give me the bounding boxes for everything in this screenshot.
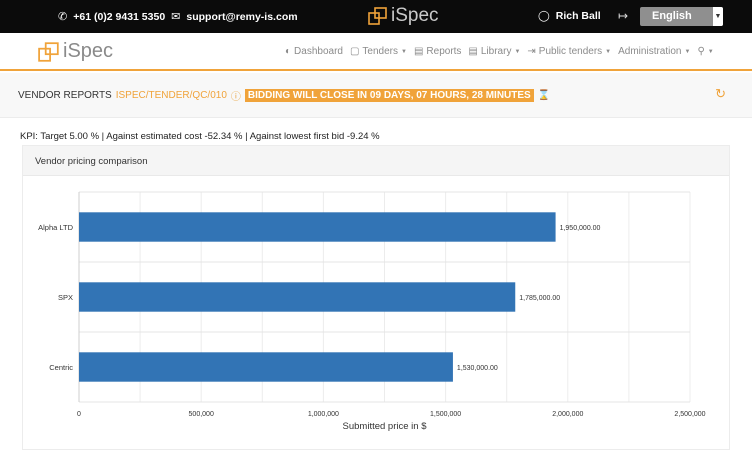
public-tenders-icon: ⇥ <box>527 46 536 57</box>
vendor-pricing-chart: Alpha LTD 1,950,000.00 SPX 1,785,000.00 Cent… <box>38 191 706 432</box>
phone-number[interactable]: +61 (0)2 9431 5350 <box>73 10 166 23</box>
email-icon: ✉ <box>171 11 181 23</box>
chevron-down-icon: ▼ <box>401 48 407 55</box>
nav-item-label: Dashboard <box>294 46 343 57</box>
nav-item-library[interactable]: ▤ Library ▼ <box>468 46 520 57</box>
logout-icon[interactable]: ↦ <box>618 9 629 23</box>
x-tick-label: 1,000,000 <box>308 411 339 418</box>
x-tick-label: 2,500,000 <box>674 411 705 418</box>
ispec-logo-icon <box>368 7 387 25</box>
bar[interactable] <box>79 282 516 312</box>
category-label: Centric <box>49 363 73 372</box>
nav-item-public-tenders[interactable]: ⇥ Public tenders ▼ <box>527 46 611 57</box>
chevron-down-icon: ▼ <box>605 48 612 55</box>
center-logo[interactable]: iSpec <box>368 5 439 27</box>
tenders-icon: ▢ <box>349 46 360 57</box>
reports-icon: ▤ <box>413 46 424 57</box>
panel-title: Vendor pricing comparison <box>23 146 729 176</box>
data-label: 1,530,000.00 <box>457 365 498 372</box>
bar[interactable] <box>79 352 453 382</box>
main-nav: iSpec ◐ Dashboard ▢ Tenders ▼ ▤ Reports … <box>0 33 752 71</box>
x-axis-title: Submitted price in $ <box>343 421 428 432</box>
data-label: 1,785,000.00 <box>519 295 560 302</box>
top-bar: ✆ +61 (0)2 9431 5350 ✉ support@remy-is.c… <box>0 0 752 33</box>
nav-item-help[interactable]: ⚲ ▼ <box>697 46 713 57</box>
nav-item-label: Reports <box>426 46 462 57</box>
page-header: VENDOR REPORTS ISPEC/TENDER/QC/010 ⓘ BID… <box>0 73 752 118</box>
nav-item-dashboard[interactable]: ◐ Dashboard <box>285 46 343 57</box>
bar[interactable] <box>79 212 556 242</box>
category-label: Alpha LTD <box>38 223 73 232</box>
user-name: Rich Ball <box>555 10 601 22</box>
nav-logo[interactable]: iSpec <box>38 40 113 63</box>
nav-logo-text: iSpec <box>63 40 114 62</box>
user-menu[interactable]: ◯ Rich Ball <box>538 10 601 22</box>
hourglass-icon: ⌛ <box>537 90 551 101</box>
refresh-icon[interactable]: ↻ <box>715 86 726 101</box>
phone-icon: ✆ <box>58 11 68 23</box>
nav-menu: ◐ Dashboard ▢ Tenders ▼ ▤ Reports ▤ Libr… <box>285 46 714 57</box>
x-tick-label: 2,000,000 <box>552 411 583 418</box>
language-select[interactable]: English ▼ <box>640 7 723 26</box>
chevron-down-icon: ▼ <box>707 48 714 55</box>
nav-item-administration[interactable]: Administration ▼ <box>618 46 690 57</box>
nav-item-label: Library <box>480 46 512 57</box>
nav-item-label: Public tenders <box>538 46 603 57</box>
language-value: English <box>652 10 692 22</box>
help-icon: ⚲ <box>697 46 705 57</box>
x-tick-label: 1,500,000 <box>430 411 461 418</box>
user-icon: ◯ <box>538 10 550 22</box>
nav-item-reports[interactable]: ▤ Reports <box>414 46 461 57</box>
kpi-text: KPI: Target 5.00 % | Against estimated c… <box>20 131 380 142</box>
center-logo-text: iSpec <box>391 5 439 26</box>
tender-code[interactable]: ISPEC/TENDER/QC/010 <box>115 90 227 101</box>
page-title-row: VENDOR REPORTS ISPEC/TENDER/QC/010 ⓘ BID… <box>18 88 550 103</box>
nav-item-label: Administration <box>618 46 682 57</box>
x-tick-label: 0 <box>77 411 81 418</box>
nav-item-label: Tenders <box>362 46 398 57</box>
contact-info: ✆ +61 (0)2 9431 5350 ✉ support@remy-is.c… <box>58 10 298 24</box>
library-icon: ▤ <box>468 46 478 57</box>
dashboard-icon: ◐ <box>285 46 292 57</box>
chevron-down-icon: ▼ <box>514 48 521 55</box>
chart-panel: Vendor pricing comparison Alpha LTD 1,950… <box>22 145 730 450</box>
ispec-logo-icon <box>38 41 59 62</box>
chevron-down-icon: ▼ <box>684 48 691 55</box>
help-circle-icon[interactable]: ⓘ <box>230 92 241 103</box>
data-label: 1,950,000.00 <box>560 225 601 232</box>
bidding-close-badge: BIDDING WILL CLOSE IN 09 DAYS, 07 HOURS,… <box>244 89 534 102</box>
nav-item-tenders[interactable]: ▢ Tenders ▼ <box>350 46 407 57</box>
category-label: SPX <box>58 293 73 302</box>
email-address[interactable]: support@remy-is.com <box>186 10 298 23</box>
page-title: VENDOR REPORTS <box>18 90 112 101</box>
chevron-down-icon: ▼ <box>713 7 723 26</box>
x-tick-label: 500,000 <box>189 411 214 418</box>
